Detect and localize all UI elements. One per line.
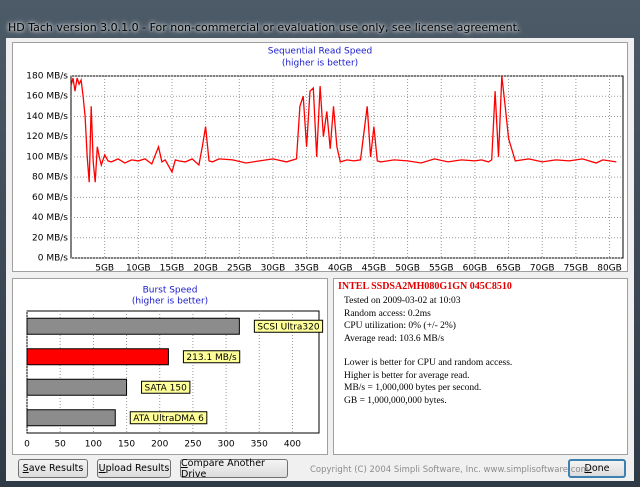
bar-label: ATA UltraDMA 6 [133, 414, 204, 424]
y-tick-label: 0 MB/s [38, 254, 69, 264]
bar-label-box [141, 380, 191, 394]
x-tick-label: 350 [251, 440, 268, 450]
detail-line: Random access: 0.2ms [344, 308, 431, 319]
bar-label: 213.1 MB/s [186, 353, 237, 363]
drive-name: INTEL SSDSA2MH080G1GN 045C8510 [338, 281, 512, 292]
note-line: GB = 1,000,000,000 bytes. [344, 395, 447, 406]
bar [26, 409, 116, 427]
y-tick-label: 100 MB/s [26, 152, 68, 162]
plot-frame [70, 75, 624, 259]
note-line: Lower is better for CPU and random acces… [344, 358, 513, 368]
sequential-panel: Sequential Read Speed (higher is better) 0… [12, 42, 628, 274]
x-tick-label: 80GB [597, 264, 622, 272]
client-area: Sequential Read Speed (higher is better) 0… [6, 38, 634, 481]
x-tick-label: 300 [217, 440, 234, 450]
y-tick-label: 160 MB/s [26, 92, 68, 102]
y-tick-label: 20 MB/s [32, 233, 68, 243]
burst-chart: Burst Speed(higher is better) 0 50 100 150 20… [24, 286, 324, 450]
y-tick-label: 80 MB/s [32, 173, 68, 183]
y-tick-label: 120 MB/s [26, 132, 68, 142]
compare-button[interactable]: Compare Another Drive [180, 457, 288, 480]
x-tick-label: 0 [24, 440, 30, 450]
detail-line: Average read: 103.6 MB/s [344, 333, 445, 344]
x-tick-label: 75GB [564, 264, 589, 272]
x-tick-label: 60GB [463, 264, 488, 272]
button-label: Done [584, 463, 610, 474]
chart-subtitle: (higher is better) [132, 297, 208, 307]
button-label: Compare Another Drive [181, 457, 265, 480]
chart-title: Sequential Read Speed [268, 47, 373, 57]
button-label: Save Results [22, 463, 84, 474]
x-tick-label: 50 [54, 440, 66, 450]
x-tick-label: 400 [284, 440, 301, 450]
y-tick-label: 180 MB/s [26, 72, 68, 82]
spacer [338, 345, 623, 357]
y-tick-label: 40 MB/s [32, 213, 68, 223]
bar-label-box [253, 319, 324, 333]
x-tick-label: 40GB [328, 264, 353, 272]
read-speed-line [70, 75, 617, 183]
upload-button[interactable]: Upload Results [97, 459, 171, 478]
drive-info: INTEL SSDSA2MH080G1GN 045C8510 Tested on… [333, 278, 628, 455]
x-tick-label: 15GB [160, 264, 185, 272]
sequential-chart: Sequential Read Speed (higher is better) 0… [26, 47, 624, 274]
x-tick-label: 5GB [95, 264, 114, 272]
done-button[interactable]: Done [568, 459, 626, 478]
save-button[interactable]: Save Results [18, 459, 88, 478]
detail-line: CPU utilization: 0% (+/- 2%) [344, 321, 456, 331]
bar-label: SATA 150 [145, 383, 188, 393]
x-tick-label: 30GB [261, 264, 286, 272]
x-tick-label: 200 [151, 440, 168, 450]
note-line: Higher is better for average read. [344, 370, 470, 381]
x-tick-label: 20GB [193, 264, 218, 272]
x-tick-label: 50GB [395, 264, 420, 272]
button-label: Upload Results [98, 463, 170, 474]
x-tick-label: 45GB [362, 264, 387, 272]
copyright: Copyright (C) 2004 Simpli Software, Inc.… [310, 465, 589, 475]
x-tick-label: 35GB [294, 264, 319, 272]
chart-subtitle: (higher is better) [282, 59, 358, 69]
x-tick-label: 10GB [126, 264, 151, 272]
y-tick-label: 60 MB/s [32, 193, 68, 203]
window-title: HD Tach version 3.0.1.0 - For non-commer… [8, 21, 521, 34]
x-tick-label: 70GB [530, 264, 555, 272]
bar-label: SCSI Ultra320 [257, 322, 320, 332]
x-tick-label: 25GB [227, 264, 252, 272]
bar-label-box [129, 411, 208, 425]
x-tick-label: 65GB [496, 264, 521, 272]
y-tick-label: 140 MB/s [26, 112, 68, 122]
x-tick-label: 250 [184, 440, 201, 450]
bar [26, 378, 128, 396]
x-tick-label: 55GB [429, 264, 454, 272]
bar [26, 348, 169, 366]
bar [26, 317, 240, 335]
chart-title: Burst Speed [143, 286, 198, 296]
bar-label-box [182, 350, 241, 364]
detail-line: Tested on 2009-03-02 at 10:03 [344, 296, 461, 306]
x-tick-label: 150 [118, 440, 135, 450]
note-line: MB/s = 1,000,000 bytes per second. [344, 383, 482, 393]
x-tick-label: 100 [85, 440, 102, 450]
burst-panel: Burst Speed (higher is better) 0 50 100 150 20… [12, 278, 328, 455]
